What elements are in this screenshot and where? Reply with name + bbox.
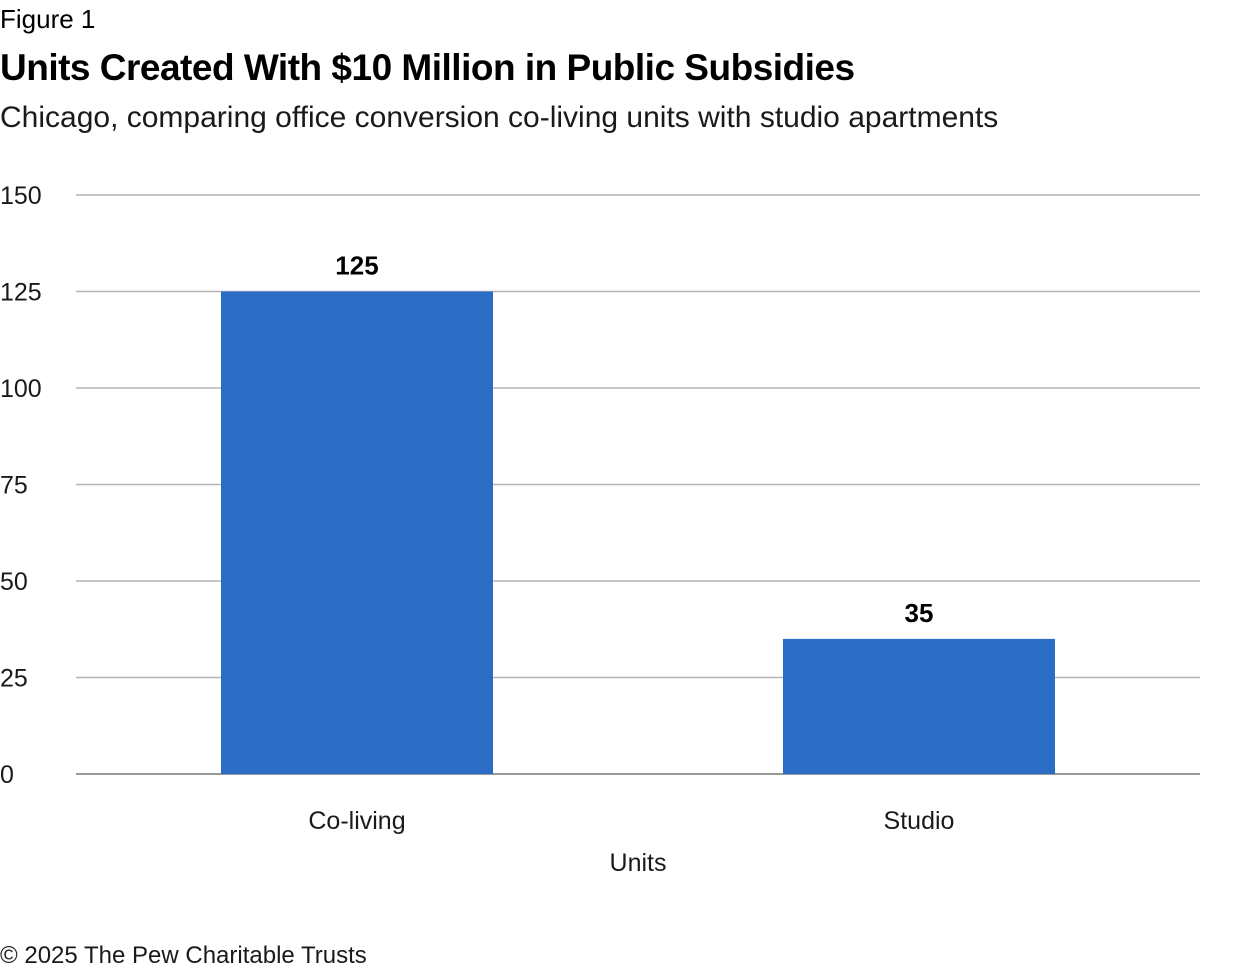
data-label: 125 [335,251,378,281]
x-tick-label: Co-living [308,807,405,835]
y-tick-label: 50 [0,568,28,596]
copyright-footer: © 2025 The Pew Charitable Trusts [0,942,367,969]
data-labels: 125 35 [335,251,933,628]
bar-co-living [221,291,493,774]
chart-subtitle: Chicago, comparing office conversion co-… [0,101,999,134]
y-tick-label: 25 [0,665,28,693]
y-tick-label: 75 [0,472,28,500]
figure-label: Figure 1 [0,4,96,34]
x-axis-title: Units [610,849,667,877]
y-axis-ticks: 0 25 50 75 100 125 150 [0,182,42,789]
x-tick-label: Studio [884,807,955,835]
y-tick-label: 0 [0,761,14,789]
y-tick-label: 150 [0,182,42,210]
y-tick-label: 125 [0,279,42,307]
bars [221,291,1055,774]
chart-title: Units Created With $10 Million in Public… [0,47,855,88]
y-tick-label: 100 [0,375,42,403]
bar-studio [783,638,1055,774]
x-axis-ticks: Co-living Studio [308,807,954,835]
data-label: 35 [905,598,934,628]
